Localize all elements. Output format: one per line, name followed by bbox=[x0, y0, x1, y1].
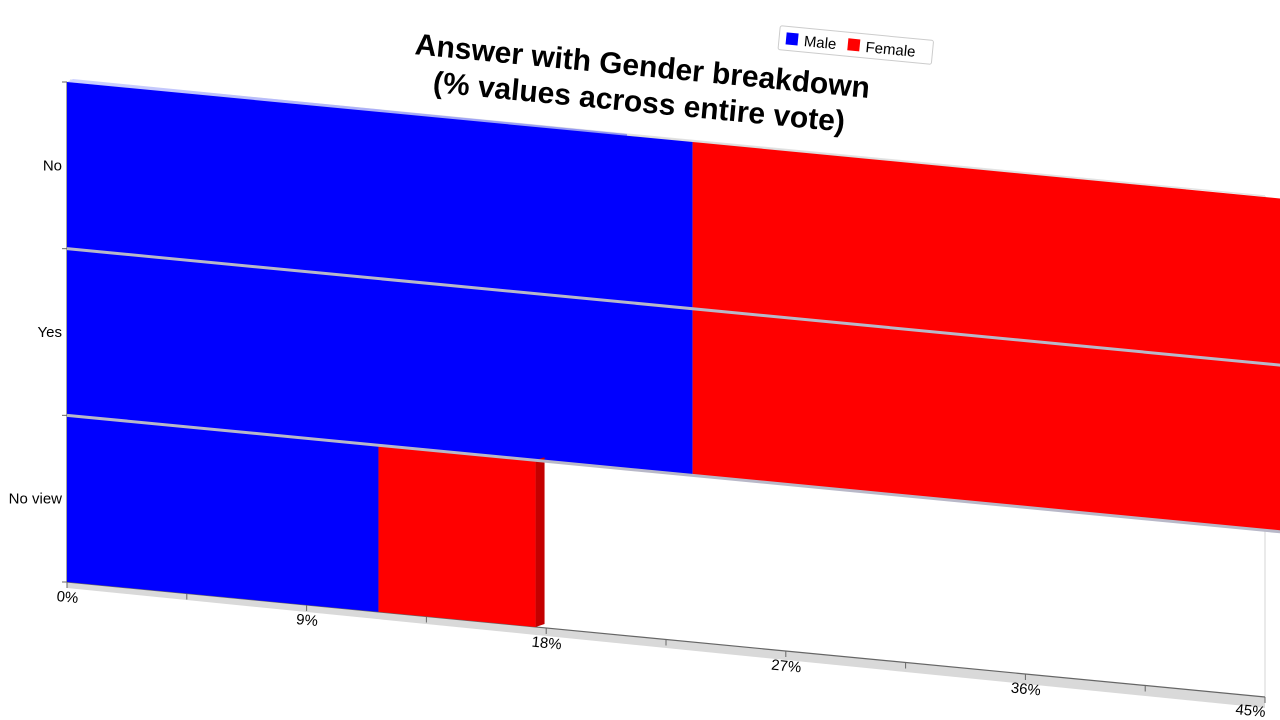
bar-female-no-view bbox=[378, 445, 536, 627]
legend-label-male: Male bbox=[803, 33, 837, 53]
bar-end-face-no-view bbox=[535, 457, 545, 627]
band-separator-1 bbox=[66, 247, 1280, 367]
bar-female-no bbox=[692, 142, 1280, 366]
x-tick-labels: 0% 9% 18% 27% 36% 45% bbox=[56, 588, 1266, 720]
legend-swatch-male bbox=[785, 32, 799, 46]
bars bbox=[67, 82, 1280, 627]
x-tick-label-4: 36% bbox=[1010, 680, 1042, 700]
x-tick-label-5: 45% bbox=[1235, 701, 1267, 720]
bar-female-yes bbox=[692, 308, 1280, 532]
x-tick-label-1: 9% bbox=[295, 611, 318, 630]
bar-male-no-view bbox=[67, 415, 379, 612]
category-labels: No Yes No view bbox=[9, 157, 63, 507]
category-label-yes: Yes bbox=[38, 324, 62, 341]
category-label-no-view: No view bbox=[9, 491, 63, 508]
legend-swatch-female bbox=[847, 38, 861, 52]
x-tick-label-0: 0% bbox=[56, 588, 79, 607]
y-axis-ticks bbox=[62, 81, 67, 583]
bar-separators bbox=[66, 247, 1280, 534]
x-tick-label-2: 18% bbox=[531, 634, 563, 654]
x-tick-label-3: 27% bbox=[770, 657, 802, 677]
x-axis-ticks bbox=[66, 582, 1266, 703]
bar-male-no bbox=[67, 82, 693, 309]
band-separator-2 bbox=[66, 413, 1280, 534]
bar-male-yes bbox=[67, 248, 693, 476]
legend-label-female: Female bbox=[865, 39, 916, 61]
legend[interactable]: Male Female bbox=[777, 25, 934, 65]
category-label-no: No bbox=[43, 157, 62, 174]
